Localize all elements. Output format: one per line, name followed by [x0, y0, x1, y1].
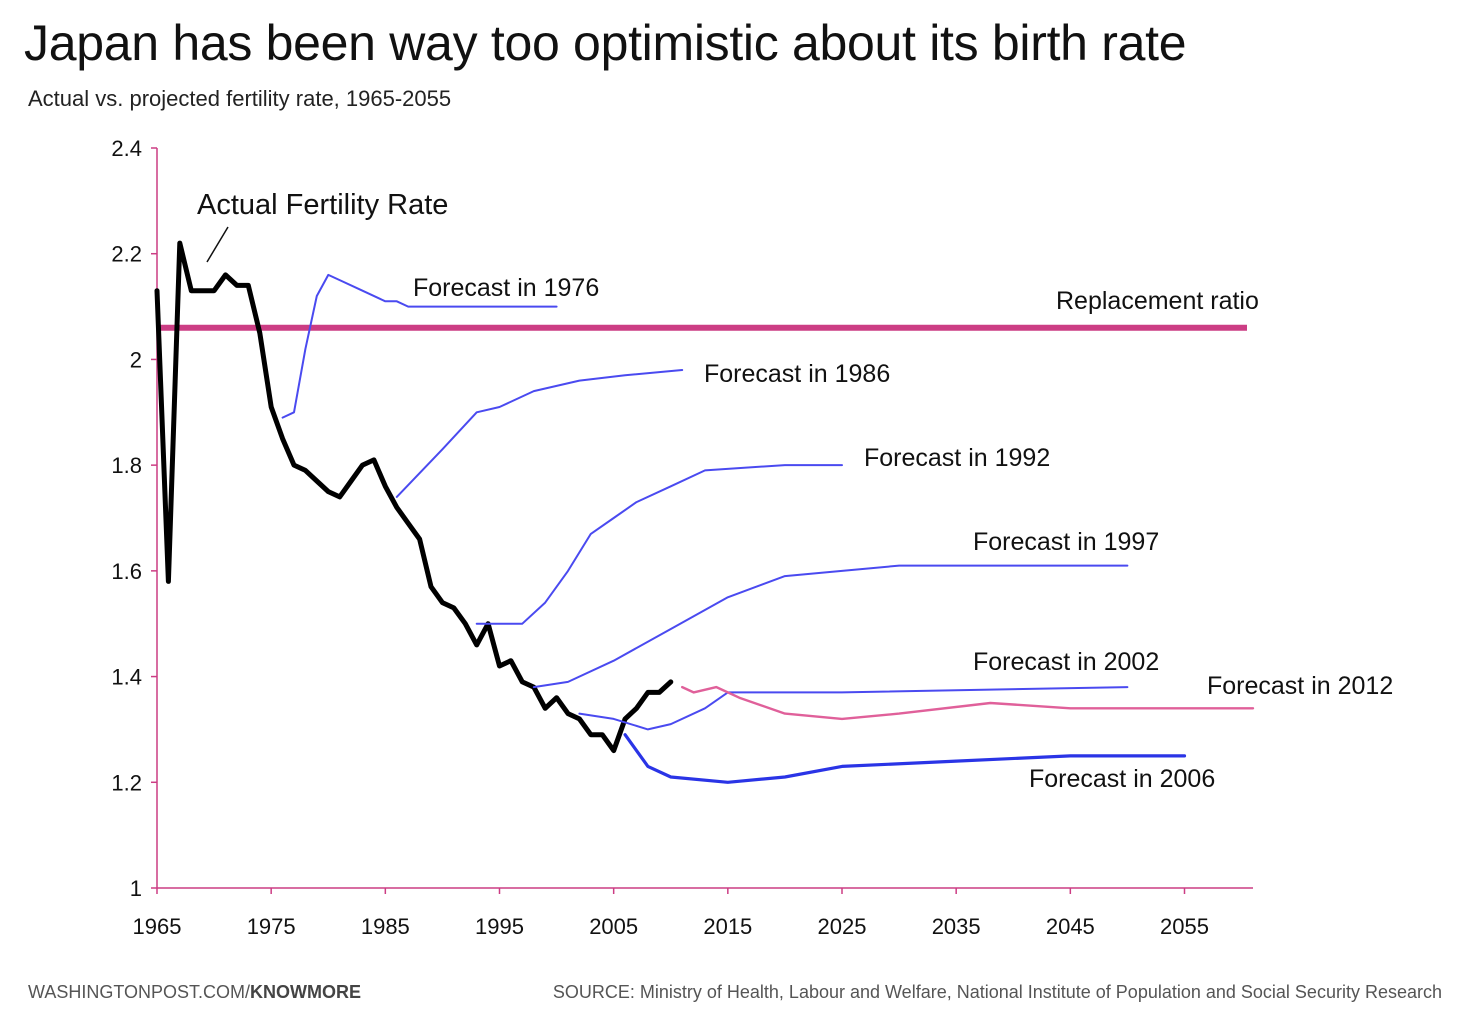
y-tick-label: 1.6 [111, 559, 142, 584]
series-layer [154, 240, 1255, 784]
x-tick-label: 1985 [361, 914, 410, 939]
x-tick-label: 2035 [932, 914, 981, 939]
footer-source: SOURCE: Ministry of Health, Labour and W… [552, 982, 1442, 1002]
label-replacement: Replacement ratio [1056, 287, 1259, 315]
series-line-forecast-in-1992 [475, 464, 843, 625]
x-tick-label: 2025 [818, 914, 867, 939]
series-line-forecast-in-2006 [623, 733, 1187, 784]
x-tick-label: 1975 [247, 914, 296, 939]
chart-title: Japan has been way too optimistic about … [24, 15, 1187, 71]
label-layer: Actual Fertility Rate Forecast in 1976 R… [197, 189, 1393, 793]
chart-subtitle: Actual vs. projected fertility rate, 196… [28, 86, 452, 111]
y-tick-label: 2.4 [111, 136, 142, 161]
series-line-forecast-in-2012 [681, 685, 1255, 721]
label-forecast-1997: Forecast in 1997 [973, 528, 1159, 556]
series-line-actual-fertility-rate [154, 240, 674, 754]
series-line-forecast-in-2002 [578, 686, 1129, 731]
label-forecast-1992: Forecast in 1992 [864, 444, 1050, 472]
x-tick-label: 2055 [1160, 914, 1209, 939]
series-line-forecast-in-1986 [395, 369, 684, 498]
y-tick-label: 1 [130, 876, 142, 901]
label-forecast-1986: Forecast in 1986 [704, 360, 890, 388]
fertility-chart: 1 1.2 1.4 1.6 1.8 2 2.2 2.4 1965 1975 1985 1995 2005… [111, 136, 1393, 939]
label-forecast-1976: Forecast in 1976 [413, 274, 599, 302]
label-forecast-2012: Forecast in 2012 [1207, 672, 1393, 700]
footer-credit: WASHINGTONPOST.COM/KNOWMORE [28, 982, 361, 1003]
label-forecast-2002: Forecast in 2002 [973, 648, 1159, 676]
x-tick-label: 1965 [133, 914, 182, 939]
x-tick-label: 1995 [475, 914, 524, 939]
series-line-forecast-in-1976 [281, 273, 558, 419]
axes-layer: 1 1.2 1.4 1.6 1.8 2 2.2 2.4 1965 1975 1985 1995 2005… [111, 136, 1253, 939]
y-tick-label: 1.4 [111, 665, 142, 690]
label-actual: Actual Fertility Rate [197, 189, 448, 221]
x-tick-label: 2045 [1046, 914, 1095, 939]
footer-site: WASHINGTONPOST.COM/ [28, 982, 251, 1002]
y-tick-label: 1.2 [111, 770, 142, 795]
footer-section: KNOWMORE [250, 982, 362, 1002]
y-tick-label: 2.2 [111, 242, 142, 267]
x-tick-label: 2005 [589, 914, 638, 939]
y-tick-label: 1.8 [111, 453, 142, 478]
y-tick-label: 2 [130, 347, 142, 372]
x-tick-label: 2015 [703, 914, 752, 939]
actual-label-pointer [206, 226, 229, 263]
label-forecast-2006: Forecast in 2006 [1029, 765, 1215, 793]
series-line-forecast-in-1997 [532, 564, 1129, 689]
